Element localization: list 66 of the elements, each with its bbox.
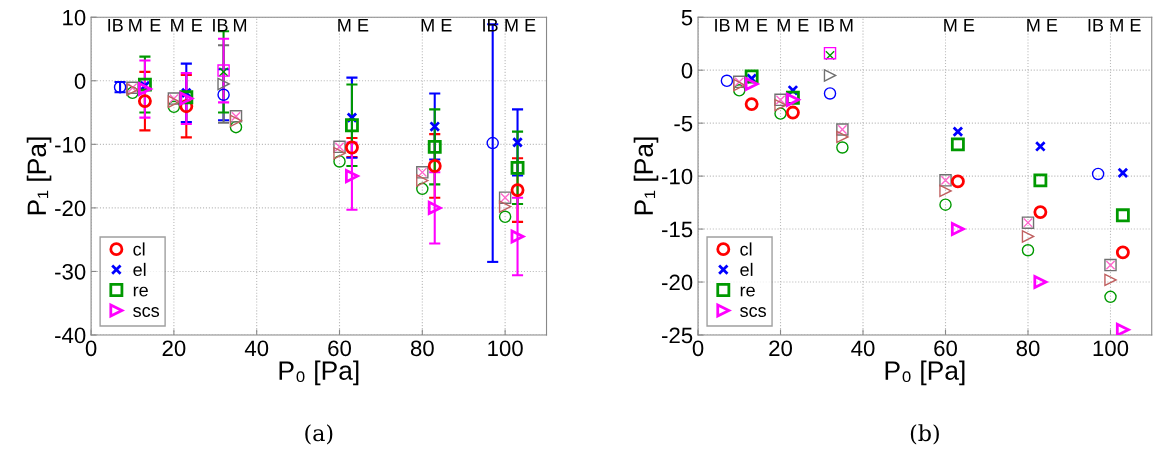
y-tick-label: 5 — [681, 9, 693, 26]
x-tick-label: 80 — [1016, 340, 1040, 357]
annotation: E — [964, 18, 975, 32]
y-tick-label: 0 — [681, 62, 693, 79]
y-tick-label: -20 — [55, 200, 86, 217]
y-tick-label: -30 — [55, 263, 86, 280]
y-tick-label: -10 — [55, 136, 86, 153]
annotation: IB — [213, 18, 228, 32]
x-tick-label: 40 — [244, 340, 269, 357]
annotation: E — [192, 18, 202, 32]
annotation: E — [1130, 18, 1141, 32]
legend-label: el — [133, 262, 146, 277]
annotation: IB — [819, 18, 834, 32]
annotation: M — [840, 18, 853, 32]
annotation: E — [525, 18, 536, 32]
annotation: E — [150, 18, 161, 32]
annotation: IB — [1088, 18, 1104, 32]
annotation: IB — [715, 18, 730, 32]
y-axis-title: P₁ [Pa] — [26, 137, 52, 215]
legend-label: cl — [740, 242, 752, 256]
y-tick-label: -25 — [662, 327, 693, 344]
x-tick-label: 60 — [934, 340, 957, 357]
annotation: M — [421, 18, 434, 32]
x-tick-label: 20 — [162, 340, 186, 357]
annotation: E — [757, 18, 768, 32]
text: (b) — [910, 424, 939, 445]
y-tick-label: -5 — [674, 115, 693, 132]
x-tick-label: 20 — [769, 340, 793, 357]
legend-label: cl — [133, 242, 145, 256]
annotation: M — [736, 18, 749, 32]
y-tick-label: -15 — [662, 221, 693, 238]
y-tick-label: -20 — [662, 274, 693, 291]
annotation: M — [129, 18, 142, 32]
y-tick-label: -40 — [55, 327, 86, 344]
legend-label: scs — [740, 307, 766, 317]
legend-label: re — [740, 286, 755, 297]
annotation: E — [1047, 18, 1058, 32]
legend-label: el — [740, 262, 753, 277]
x-axis-title: P₀ [Pa] — [279, 360, 359, 386]
x-tick-label: 100 — [488, 340, 523, 357]
annotation: IB — [108, 18, 123, 32]
annotation: M — [338, 18, 351, 32]
y-tick-label: 0 — [74, 73, 86, 90]
x-tick-label: 0 — [85, 340, 97, 357]
x-tick-label: 80 — [410, 340, 434, 357]
text: (a) — [305, 424, 333, 445]
annotation: E — [441, 18, 452, 32]
y-tick-label: -10 — [662, 168, 693, 185]
x-tick-label: 60 — [328, 340, 351, 357]
x-tick-label: 40 — [851, 340, 875, 357]
annotation: M — [777, 18, 790, 32]
annotation: M — [171, 18, 184, 32]
y-tick-label: 10 — [63, 9, 86, 26]
annotation: M — [1110, 18, 1123, 32]
y-axis-title: P₁ [Pa] — [633, 137, 659, 215]
annotation: M — [505, 18, 518, 32]
annotation: E — [798, 18, 809, 32]
annotation: M — [944, 18, 957, 32]
annotation: M — [1027, 18, 1040, 32]
x-tick-label: 0 — [692, 340, 704, 357]
legend-label: scs — [133, 307, 160, 317]
annotation: M — [233, 18, 247, 32]
legend-label: re — [133, 286, 148, 297]
x-axis-title: P₀ [Pa] — [885, 360, 965, 386]
annotation: E — [358, 18, 369, 32]
x-tick-label: 100 — [1093, 340, 1129, 357]
